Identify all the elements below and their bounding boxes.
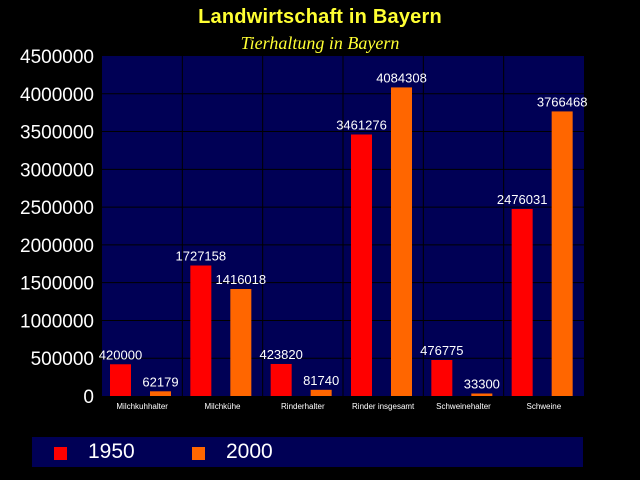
- chart-title: Landwirtschaft in Bayern: [198, 6, 442, 28]
- data-label-2000-0: 62179: [142, 374, 178, 389]
- data-label-2000-2: 81740: [303, 373, 339, 388]
- legend-swatch-1950: [54, 447, 67, 460]
- legend: 1950 2000: [32, 437, 583, 467]
- data-label-2000-4: 33300: [464, 376, 500, 391]
- chart-subtitle: Tierhaltung in Bayern: [240, 33, 400, 53]
- bar-1950-2: [270, 363, 292, 396]
- bar-2000-5: [551, 111, 573, 396]
- data-label-1950-5: 2476031: [497, 192, 548, 207]
- y-tick-label: 3000000: [20, 160, 94, 181]
- data-label-1950-2: 423820: [259, 347, 302, 362]
- data-label-2000-1: 1416018: [216, 272, 267, 287]
- bar-2000-0: [150, 391, 171, 396]
- data-label-2000-3: 4084308: [376, 70, 427, 85]
- y-tick-label: 2500000: [20, 198, 94, 219]
- bar-1950-4: [431, 359, 453, 396]
- x-tick-label: Schweine: [526, 402, 561, 411]
- y-tick-label: 3500000: [20, 123, 94, 144]
- bar-1950-5: [511, 208, 533, 396]
- y-tick-label: 1000000: [20, 311, 94, 332]
- data-label-1950-0: 420000: [99, 347, 142, 362]
- bar-1950-3: [351, 134, 372, 396]
- data-label-2000-5: 3766468: [537, 94, 588, 109]
- x-tick-label: Schweinehalter: [436, 402, 491, 411]
- y-tick-label: 500000: [31, 349, 94, 370]
- data-label-1950-1: 1727158: [176, 249, 227, 264]
- bar-2000-4: [471, 393, 493, 396]
- legend-swatch-2000: [192, 447, 205, 460]
- bar-1950-1: [190, 265, 212, 396]
- x-tick-label: Milchkühe: [204, 402, 241, 411]
- x-tick-label: Rinder insgesamt: [352, 402, 415, 411]
- y-tick-label: 2000000: [20, 236, 94, 257]
- bar-1950-0: [110, 364, 131, 396]
- y-tick-label: 1500000: [20, 274, 94, 295]
- bar-2000-3: [391, 87, 412, 396]
- legend-label-2000: 2000: [226, 440, 273, 463]
- bar-2000-2: [310, 389, 332, 396]
- data-label-1950-4: 476775: [420, 343, 463, 358]
- x-tick-label: Rinderhalter: [281, 402, 325, 411]
- y-tick-label: 0: [83, 387, 94, 408]
- y-tick-label: 4000000: [20, 85, 94, 106]
- x-tick-label: Milchkuhhalter: [116, 402, 168, 411]
- legend-label-1950: 1950: [88, 440, 135, 463]
- data-label-1950-3: 3461276: [336, 117, 387, 132]
- y-tick-label: 4500000: [20, 47, 94, 68]
- bar-2000-1: [230, 289, 252, 396]
